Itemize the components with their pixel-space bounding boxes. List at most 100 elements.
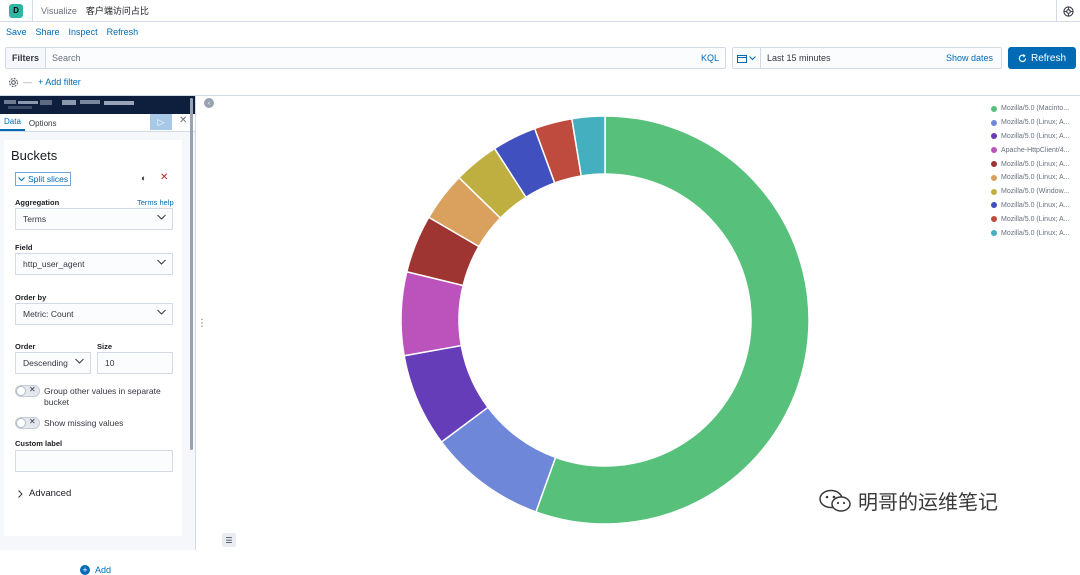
app-logo[interactable]: D [9,3,23,18]
close-icon: ✕ [29,417,36,426]
legend-item-5[interactable]: Mozilla/5.0 (Linux; A... [991,157,1069,171]
show-dates-link[interactable]: Show dates [945,53,993,63]
editor-sidebar: Data Options ▷ ✕ Buckets Split slices ◐ … [0,96,196,575]
filter-divider: — [23,77,32,87]
divider [0,95,1080,96]
watermark: 明哥的运维笔记 [818,486,998,515]
legend-item-8[interactable]: Mozilla/5.0 (Linux; A... [991,199,1069,213]
save-button[interactable]: Save [6,27,27,37]
legend-label: Mozilla/5.0 (Linux; A... [1001,174,1070,182]
editor-tabs: Data Options ▷ ✕ [0,114,195,132]
order-value: Descending [23,358,68,368]
legend-item-10[interactable]: Mozilla/5.0 (Linux; A... [991,226,1069,240]
legend-item-9[interactable]: Mozilla/5.0 (Linux; A... [991,212,1069,226]
inspect-button[interactable]: Inspect [68,27,98,37]
size-value: 10 [105,358,115,368]
filters-label: Filters [6,48,47,68]
chevron-down-icon [157,214,166,220]
field-select[interactable]: http_user_agent [15,253,173,275]
help-icon [1063,5,1074,17]
tab-data[interactable]: Data [0,117,25,131]
legend-label: Mozilla/5.0 (Linux; A... [1001,119,1070,127]
legend-item-6[interactable]: Mozilla/5.0 (Linux; A... [991,171,1069,185]
top-nav-bar: D Visualize 客户端访问占比 [0,0,1080,22]
breadcrumb-divider [32,0,33,22]
kql-toggle[interactable]: KQL [700,53,719,63]
buckets-panel: Buckets Split slices ◐ ✕ Aggregation Ter… [4,140,182,575]
legend-label: Mozilla/5.0 (Macinto... [1001,105,1070,113]
refresh-link[interactable]: Refresh [106,27,139,37]
index-pattern-blurred [4,100,134,109]
custom-label-input[interactable] [15,450,173,472]
show-missing-switch[interactable]: ✕ [15,417,40,429]
filter-row: — + Add filter [0,74,81,90]
legend-color-dot [991,230,997,237]
legend-label: Mozilla/5.0 (Linux; A... [1001,160,1070,168]
split-slices-label: Split slices [28,174,69,184]
share-button[interactable]: Share [35,27,60,37]
switch-knob [16,386,26,396]
legend-item-1[interactable]: Mozilla/5.0 (Macinto... [991,102,1069,116]
legend-color-dot [991,161,997,168]
legend-label: Apache-HttpClient/4... [1001,146,1070,154]
add-label: Add [95,565,112,575]
remove-agg-icon[interactable]: ✕ [160,172,169,183]
order-by-select[interactable]: Metric: Count [15,303,173,325]
aggregation-select[interactable]: Terms [15,208,173,230]
time-range-text[interactable]: Last 15 minutes [767,53,831,63]
split-slices-toggle[interactable]: Split slices [15,172,71,186]
add-filter-button[interactable]: + Add filter [38,77,81,87]
chevron-right-icon [18,489,23,498]
resize-handle[interactable]: ⋮ [197,318,207,329]
size-input[interactable]: 10 [97,352,173,374]
field-value: http_user_agent [23,259,85,269]
order-select[interactable]: Descending [15,352,91,374]
search-input[interactable] [46,48,701,68]
close-icon: ✕ [29,385,36,394]
date-picker: Last 15 minutes Show dates [732,47,1002,69]
legend-color-dot [991,147,997,154]
breadcrumb-current: 客户端访问占比 [85,6,149,16]
buckets-title: Buckets [11,148,58,163]
chevron-down-icon [18,176,25,181]
legend-toggle-button[interactable]: ☰ [222,533,236,547]
tab-options[interactable]: Options [28,119,57,128]
discard-changes-icon[interactable]: ✕ [179,115,188,126]
advanced-toggle[interactable]: Advanced [18,488,71,499]
chevron-down-icon [75,358,84,364]
legend-label: Mozilla/5.0 (Window... [1001,188,1070,196]
gear-icon[interactable] [8,77,19,88]
aggregation-label: Aggregation [15,198,60,207]
aggregation-value: Terms [23,214,47,224]
group-other-row: ✕ Group other values in separate bucket [15,385,175,408]
pie-slice-1[interactable] [534,115,810,525]
index-pattern-bar [0,96,195,114]
legend-label: Mozilla/5.0 (Linux; A... [1001,201,1070,209]
legend-color-dot [991,133,997,140]
legend-item-3[interactable]: Mozilla/5.0 (Linux; A... [991,130,1069,144]
pie-slice-4[interactable] [400,270,465,357]
legend-label: Mozilla/5.0 (Linux; A... [1001,229,1070,237]
legend-color-dot [991,174,997,181]
legend-item-7[interactable]: Mozilla/5.0 (Window... [991,185,1069,199]
order-by-label: Order by [15,293,47,302]
play-icon: ▷ [157,116,165,127]
group-other-switch[interactable]: ✕ [15,385,40,397]
add-agg-button[interactable]: + Add [80,565,111,575]
legend-color-dot [991,216,997,223]
pie-slice-10[interactable] [570,115,606,177]
sidebar-scrollbar[interactable] [190,98,193,450]
apply-changes-button[interactable]: ▷ [150,114,172,130]
help-button[interactable] [1056,0,1080,22]
legend-color-dot [991,119,997,126]
legend-label: Mozilla/5.0 (Linux; A... [1001,215,1070,223]
chevron-down-icon [157,309,166,315]
breadcrumb-visualize[interactable]: Visualize [41,5,77,16]
legend-item-4[interactable]: Apache-HttpClient/4... [991,143,1069,157]
quick-select-button[interactable] [733,48,761,68]
terms-help-link[interactable]: Terms help [137,198,174,207]
refresh-button[interactable]: Refresh [1008,47,1076,69]
legend-item-2[interactable]: Mozilla/5.0 (Linux; A... [991,116,1069,130]
disable-agg-icon[interactable]: ◐ [141,173,147,183]
collapse-sidebar-button[interactable]: ‹ [204,98,214,108]
